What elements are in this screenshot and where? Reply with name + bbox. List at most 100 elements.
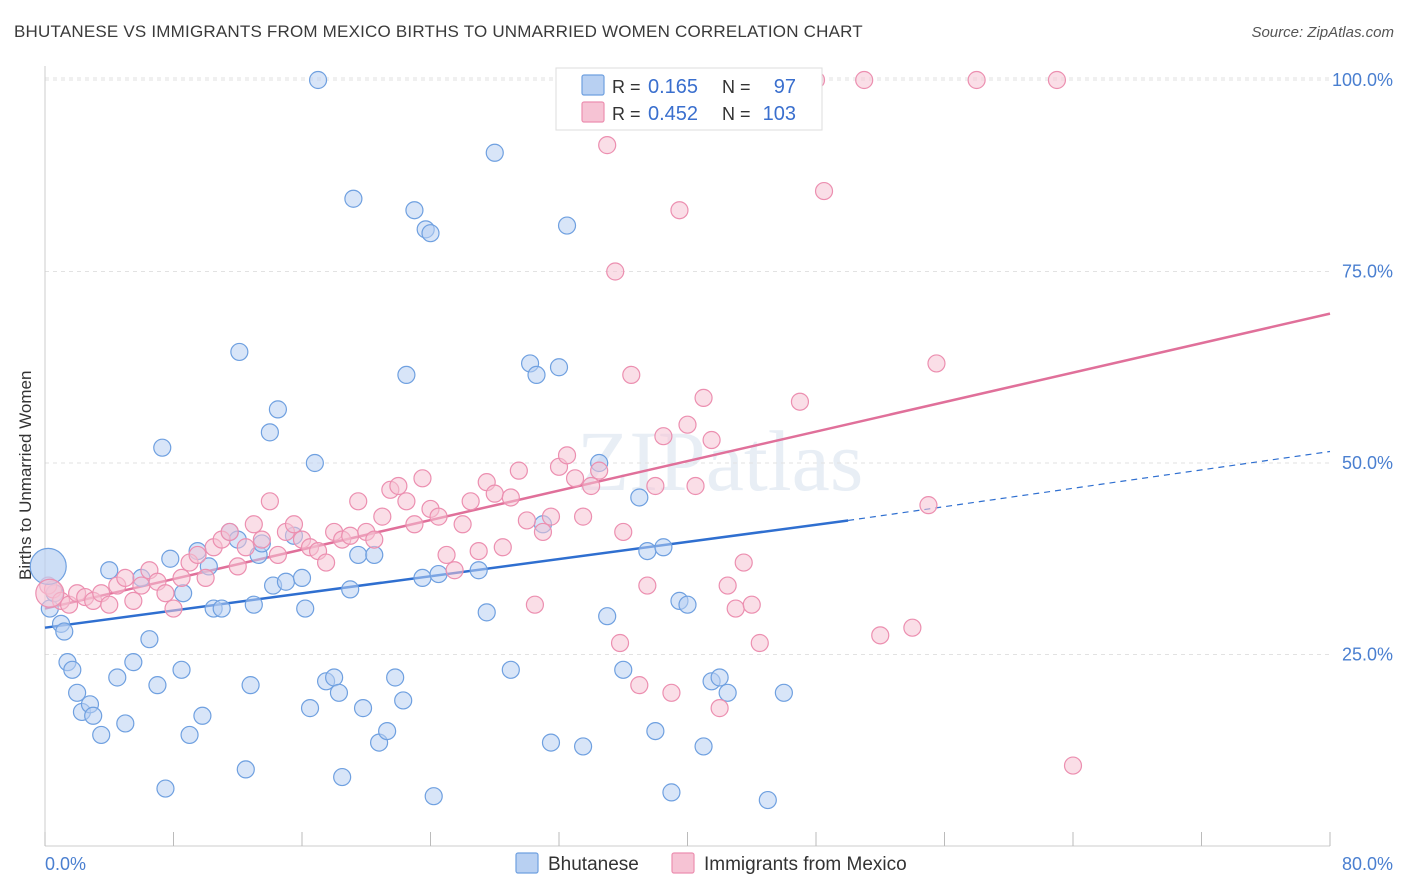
point-bhutanese — [296, 599, 315, 618]
point-mexico — [654, 427, 673, 446]
legend-series-label: Immigrants from Mexico — [704, 854, 907, 875]
point-bhutanese — [84, 706, 103, 725]
watermark-text: ZIPatlas — [577, 413, 864, 509]
point-mexico — [1063, 756, 1083, 775]
point-bhutanese — [424, 787, 443, 806]
point-mexico — [565, 469, 585, 488]
source-label: Source: ZipAtlas.com — [1251, 24, 1394, 41]
point-mexico — [188, 545, 207, 565]
legend-n-value: 103 — [763, 103, 796, 125]
trend-line-bhutanese-extension — [848, 450, 1331, 522]
point-mexico — [678, 415, 697, 434]
y-tick-label: 100.0% — [1332, 70, 1393, 90]
point-mexico — [124, 591, 143, 610]
point-bhutanese — [630, 488, 649, 507]
point-mexico — [268, 545, 288, 565]
point-bhutanese — [614, 660, 633, 679]
point-mexico — [429, 507, 448, 526]
point-mexico — [493, 538, 512, 557]
legend-n-label: N = — [722, 77, 751, 97]
point-mexico — [855, 70, 874, 90]
point-mexico — [610, 633, 630, 653]
point-mexico — [702, 430, 721, 450]
point-mexico — [284, 515, 304, 534]
point-bhutanese — [598, 607, 617, 626]
point-bhutanese — [292, 568, 312, 588]
point-mexico — [662, 683, 681, 702]
point-mexico — [598, 136, 617, 155]
y-tick-label: 50.0% — [1342, 453, 1393, 473]
point-mexico — [316, 553, 336, 572]
point-bhutanese — [646, 721, 665, 741]
legend-r-label: R = — [612, 104, 641, 124]
point-mexico — [341, 526, 360, 545]
point-mexico — [461, 492, 480, 511]
point-bhutanese — [557, 216, 577, 235]
point-mexico — [220, 522, 239, 542]
point-mexico — [927, 354, 946, 373]
point-mexico — [710, 699, 729, 718]
point-mexico — [228, 557, 247, 576]
point-bhutanese — [268, 400, 288, 419]
point-mexico — [622, 365, 641, 385]
point-mexico — [397, 492, 416, 511]
point-mexico — [260, 492, 279, 511]
point-bhutanese — [230, 342, 249, 362]
point-bhutanese — [549, 358, 569, 377]
point-mexico — [445, 561, 464, 580]
point-bhutanese — [241, 676, 260, 695]
point-mexico — [453, 515, 472, 534]
point-mexico — [349, 492, 368, 511]
point-mexico — [116, 568, 135, 588]
point-bhutanese — [344, 189, 363, 208]
legend-swatch-mexico — [581, 101, 605, 123]
legend-swatch-mexico — [671, 852, 695, 874]
point-mexico — [814, 181, 834, 201]
point-bhutanese — [161, 549, 180, 568]
point-mexico — [236, 538, 255, 557]
point-mexico — [694, 388, 713, 407]
point-bhutanese — [140, 630, 159, 649]
point-bhutanese — [405, 201, 424, 220]
point-mexico — [582, 476, 601, 496]
point-bhutanese — [758, 790, 777, 810]
point-mexico — [557, 446, 577, 465]
legend-swatch-bhutanese — [581, 74, 605, 96]
point-mexico — [244, 515, 263, 534]
point-bhutanese — [156, 779, 175, 798]
point-bhutanese — [349, 545, 368, 565]
legend-series-label: Bhutanese — [548, 854, 639, 875]
point-mexico — [437, 545, 456, 565]
point-bhutanese — [353, 699, 373, 718]
point-mexico — [132, 576, 151, 595]
point-mexico — [501, 488, 520, 507]
point-bhutanese — [501, 660, 520, 679]
point-bhutanese — [469, 561, 488, 580]
point-bhutanese — [678, 595, 697, 614]
point-mexico — [509, 461, 528, 480]
point-mexico — [1047, 70, 1067, 90]
legend-r-value: 0.165 — [648, 76, 698, 98]
point-bhutanese — [148, 676, 167, 695]
point-mexico — [871, 626, 890, 645]
point-bhutanese — [193, 706, 212, 725]
point-bhutanese — [244, 595, 263, 614]
point-mexico — [630, 676, 649, 695]
point-bhutanese — [116, 714, 135, 733]
point-mexico — [196, 568, 215, 588]
point-mexico — [365, 530, 384, 549]
point-mexico — [903, 618, 922, 637]
point-mexico — [734, 553, 753, 572]
legend-n-label: N = — [722, 104, 751, 124]
point-mexico — [638, 576, 657, 595]
point-bhutanese — [718, 683, 737, 702]
point-mexico — [573, 507, 593, 526]
point-bhutanese — [68, 683, 87, 702]
point-bhutanese — [541, 733, 561, 752]
x-tick-label: 80.0% — [1342, 854, 1393, 874]
axes — [44, 66, 1331, 847]
point-mexico — [646, 476, 665, 496]
point-mexico — [670, 201, 689, 220]
point-bhutanese — [421, 224, 440, 243]
